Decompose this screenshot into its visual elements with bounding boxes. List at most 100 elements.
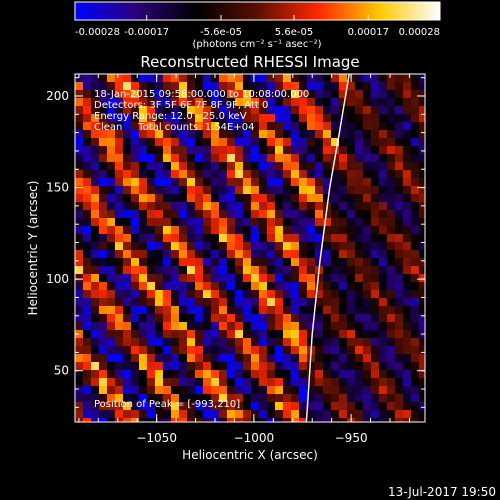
heatmap-cell <box>91 202 100 211</box>
heatmap-cell <box>211 234 220 243</box>
heatmap-cell <box>419 370 425 379</box>
heatmap-cell <box>187 314 196 323</box>
heatmap-cell <box>419 266 425 275</box>
heatmap-cell <box>123 178 132 187</box>
heatmap-cell <box>99 362 108 371</box>
heatmap-cell <box>227 242 236 251</box>
heatmap-cell <box>139 122 148 131</box>
heatmap-cell <box>171 402 180 411</box>
heatmap-cell <box>107 138 116 147</box>
heatmap-cell <box>419 290 425 299</box>
heatmap-cell <box>211 338 220 347</box>
heatmap-cell <box>115 418 124 422</box>
heatmap-cell <box>219 394 228 403</box>
heatmap-cell <box>371 122 380 131</box>
heatmap-cell <box>323 418 332 422</box>
heatmap-cell <box>211 250 220 259</box>
heatmap-cell <box>283 410 292 419</box>
heatmap-cell <box>339 218 348 227</box>
heatmap-cell <box>331 306 340 315</box>
heatmap-cell <box>419 210 425 219</box>
heatmap-cell <box>179 306 188 315</box>
heatmap-cell <box>99 386 108 395</box>
heatmap-cell <box>131 98 140 107</box>
heatmap-cell <box>411 154 420 163</box>
heatmap-cell <box>267 210 276 219</box>
heatmap-cell <box>171 354 180 363</box>
heatmap-cell <box>171 258 180 267</box>
heatmap-cell <box>131 170 140 179</box>
heatmap-cell <box>187 98 196 107</box>
heatmap-cell <box>195 330 204 339</box>
heatmap-cell <box>123 322 132 331</box>
heatmap-cell <box>155 274 164 283</box>
heatmap-cell <box>291 402 300 411</box>
heatmap-cell <box>395 218 404 227</box>
heatmap-cell <box>131 394 140 403</box>
heatmap-cell <box>339 98 348 107</box>
heatmap-cell <box>355 362 364 371</box>
heatmap-cell <box>291 114 300 123</box>
chart-title: Reconstructed RHESSI Image <box>140 53 359 71</box>
heatmap-cell <box>411 330 420 339</box>
heatmap-cell <box>107 162 116 171</box>
heatmap-cell <box>371 354 380 363</box>
heatmap-cell <box>251 106 260 115</box>
heatmap-cell <box>203 298 212 307</box>
heatmap-cell <box>187 290 196 299</box>
heatmap-cell <box>131 362 140 371</box>
colorbar-ticks: -0.00028 -0.00017 -5.6e-05 5.6e-05 0.00017 0.… <box>74 15 441 38</box>
heatmap-cell <box>179 90 188 99</box>
heatmap-cell <box>251 386 260 395</box>
heatmap-cell <box>203 274 212 283</box>
heatmap-cell <box>419 186 425 195</box>
heatmap-cell <box>315 402 324 411</box>
heatmap-cell <box>227 314 236 323</box>
heatmap-cell <box>75 154 84 163</box>
heatmap-cell <box>331 186 340 195</box>
heatmap-cell <box>179 378 188 387</box>
heatmap-cell <box>395 402 404 411</box>
heatmap-cell <box>331 250 340 259</box>
heatmap-cell <box>251 330 260 339</box>
heatmap-cell <box>323 154 332 163</box>
heatmap-cell <box>179 82 188 91</box>
heatmap-cell <box>131 290 140 299</box>
heatmap-cell <box>259 394 268 403</box>
heatmap-cell <box>403 210 412 219</box>
heatmap-cell <box>307 370 316 379</box>
heatmap-cell <box>227 82 236 91</box>
heatmap-cell <box>163 346 172 355</box>
heatmap-cell <box>147 114 156 123</box>
heatmap-cell <box>131 402 140 411</box>
heatmap-cell <box>115 362 124 371</box>
heatmap-cell <box>283 138 292 147</box>
heatmap-cell <box>107 346 116 355</box>
heatmap-cell <box>243 410 252 419</box>
heatmap-cell <box>419 274 425 283</box>
heatmap-cell <box>283 258 292 267</box>
heatmap-cell <box>387 418 396 422</box>
heatmap-cell <box>259 130 268 139</box>
heatmap-cell <box>195 250 204 259</box>
heatmap-cell <box>131 370 140 379</box>
heatmap-cell <box>179 226 188 235</box>
heatmap-cell <box>187 266 196 275</box>
heatmap-cell <box>307 178 316 187</box>
heatmap-cell <box>403 98 412 107</box>
heatmap-cell <box>123 146 132 155</box>
heatmap-cell <box>419 218 425 227</box>
heatmap-cell <box>179 186 188 195</box>
heatmap-cell <box>251 210 260 219</box>
heatmap-cell <box>187 402 196 411</box>
heatmap-cell <box>275 202 284 211</box>
heatmap-cell <box>347 266 356 275</box>
heatmap-cell <box>379 346 388 355</box>
heatmap-cell <box>203 74 212 83</box>
heatmap-cell <box>283 378 292 387</box>
heatmap-cell <box>395 338 404 347</box>
heatmap-cell <box>75 258 84 267</box>
heatmap-cell <box>203 266 212 275</box>
heatmap-cell <box>331 394 340 403</box>
heatmap-cell <box>139 282 148 291</box>
